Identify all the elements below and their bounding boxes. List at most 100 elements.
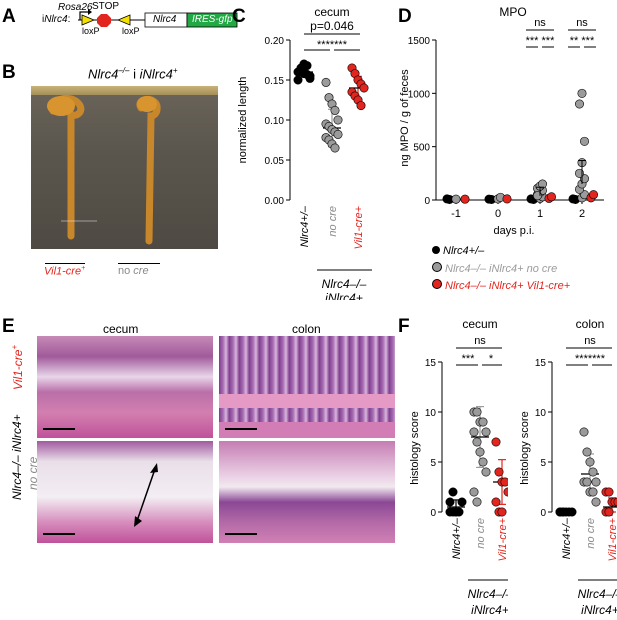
f-group-a: Nlrc4–/– xyxy=(578,587,617,601)
f-point xyxy=(491,497,501,507)
f-point xyxy=(582,447,592,457)
panel-letter-c: C xyxy=(232,6,246,27)
c-pvalue: p=0.046 xyxy=(310,19,354,33)
d-point xyxy=(580,136,590,146)
d-point xyxy=(577,88,587,98)
d-ytick-label: 500 xyxy=(413,143,430,154)
c-ytick-label: 0.20 xyxy=(265,36,285,47)
f-point xyxy=(591,477,601,487)
label-underline-right xyxy=(118,263,160,264)
f-point xyxy=(494,467,504,477)
stop-label: STOP xyxy=(92,1,120,12)
colon-photo xyxy=(31,86,218,249)
f-point xyxy=(457,497,467,507)
c-point xyxy=(333,115,343,125)
chart-d: MPO 0 500 1000 1500 -1 0 1 2 days p.i. ng MPO / g … xyxy=(399,5,604,237)
f-ylabel: histology score xyxy=(519,411,531,484)
c-xtick-label: no cre xyxy=(327,206,339,237)
c-point xyxy=(330,143,340,153)
f-point xyxy=(451,507,461,517)
f-point xyxy=(604,487,614,497)
f-point xyxy=(567,507,577,517)
f-point xyxy=(503,487,508,497)
f-point xyxy=(582,477,592,487)
f-title: cecum xyxy=(462,318,497,331)
histology-colon-vil1 xyxy=(219,336,395,438)
f-ytick-label: 15 xyxy=(425,358,437,369)
chart-f-colon: colon ns ******* 0 5 10 15 histology score Nlrc4… xyxy=(519,318,617,617)
c-stars: ******* xyxy=(317,39,348,51)
d-stars2: ** *** xyxy=(570,35,595,47)
d-ns1: ns xyxy=(534,17,546,29)
d-ytick-label: 0 xyxy=(424,196,430,207)
f-point xyxy=(481,467,491,477)
loxp-label-2: loxP xyxy=(122,26,140,36)
vil1-cre-label: Vil1-cre+ xyxy=(44,265,86,278)
f-point xyxy=(475,447,485,457)
d-xtick-label: 1 xyxy=(537,208,543,220)
histology-cecum-vil1 xyxy=(37,336,213,438)
f-group-a: Nlrc4–/– xyxy=(468,587,508,601)
f-ytick-label: 0 xyxy=(430,508,436,519)
f-point xyxy=(588,487,598,497)
c-group-label-a: Nlrc4–/– xyxy=(322,277,367,291)
d-ylabel: ng MPO / g of feces xyxy=(399,69,411,167)
panel-letter-a: A xyxy=(2,6,16,27)
f-ylabel: histology score xyxy=(409,411,421,484)
e-row1-label: Vil1-cre+ xyxy=(10,344,25,390)
f-point xyxy=(472,437,482,447)
f-point xyxy=(613,497,617,507)
f-stars-a: *** xyxy=(462,353,476,365)
f-point xyxy=(448,487,458,497)
c-point xyxy=(293,75,303,85)
panel-b-title: Nlrc4–/– i iNlrc4+ xyxy=(88,66,178,82)
f-point xyxy=(585,457,595,467)
f-point xyxy=(558,507,568,517)
f-ytick-label: 0 xyxy=(540,508,546,519)
d-ytick-label: 1000 xyxy=(408,89,431,100)
d-point xyxy=(547,192,557,202)
c-ytick-label: 0.00 xyxy=(265,196,285,207)
f-ytick-label: 5 xyxy=(540,458,546,469)
rosa26-label: Rosa26 xyxy=(58,2,93,13)
f-point xyxy=(604,507,614,517)
d-title: MPO xyxy=(499,5,526,19)
c-title: cecum xyxy=(314,5,349,19)
c-ytick-label: 0.15 xyxy=(265,76,285,87)
c-point xyxy=(356,101,366,111)
f-group-b: iNlrc4+ xyxy=(581,603,617,617)
c-ytick-label: 0.10 xyxy=(265,116,285,127)
panel-letter-e: E xyxy=(2,316,15,337)
histology-cecum-nocre xyxy=(37,441,213,543)
c-ylabel: normalized length xyxy=(237,77,249,164)
f-point xyxy=(497,507,507,517)
histology-colon-nocre xyxy=(219,441,395,543)
c-xtick-label: Vil1-cre+ xyxy=(353,205,365,249)
f-point xyxy=(478,457,488,467)
f-point xyxy=(469,427,479,437)
f-point xyxy=(481,427,491,437)
f-ytick-label: 15 xyxy=(535,358,547,369)
loxp-label-1: loxP xyxy=(82,26,100,36)
c-point xyxy=(299,59,309,69)
f-group-b: iNlrc4+ xyxy=(471,603,508,617)
f-xtick-label: Vil1-cre+ xyxy=(607,517,617,561)
c-point xyxy=(305,73,315,83)
construct-diagram xyxy=(78,9,238,28)
d-stars1: *** *** xyxy=(526,35,555,47)
f-xtick-label: Nlrc4+/– xyxy=(451,517,463,559)
c-point xyxy=(330,105,340,115)
f-title: colon xyxy=(576,318,605,331)
c-ytick-label: 0.05 xyxy=(265,156,285,167)
d-xlabel: days p.i. xyxy=(494,225,535,237)
d-point xyxy=(538,179,548,189)
f-point xyxy=(478,417,488,427)
f-ytick-label: 10 xyxy=(425,408,437,419)
c-point xyxy=(333,129,343,139)
f-ytick-label: 5 xyxy=(430,458,436,469)
f-stars-b: * xyxy=(489,353,494,365)
f-point xyxy=(445,497,455,507)
label-underline-left xyxy=(45,263,85,264)
c-point xyxy=(359,83,369,93)
